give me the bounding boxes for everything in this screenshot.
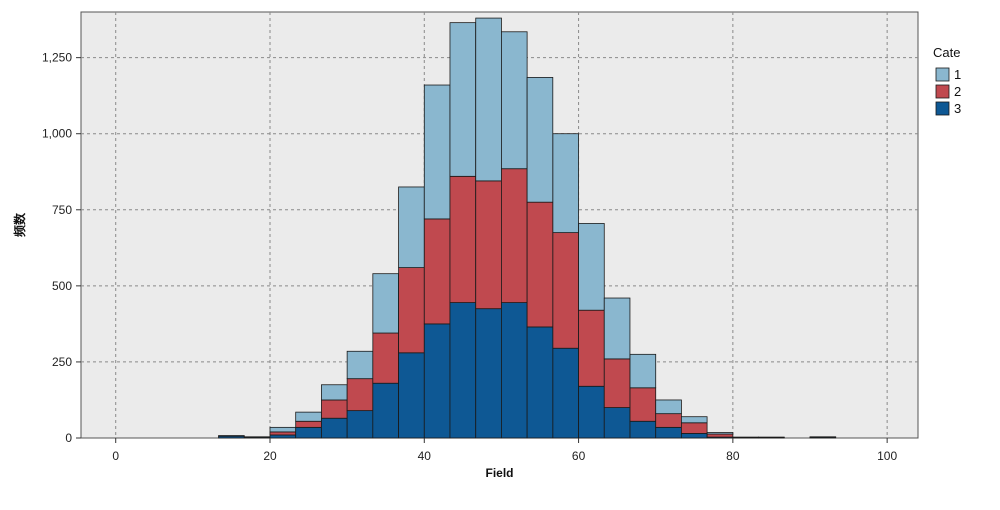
bar-segment-cate-1 (423, 84, 451, 220)
bar-segment-cate-2 (269, 431, 297, 436)
bar-segment-cate-1 (398, 186, 425, 268)
bar-segment-cate-1 (603, 297, 631, 360)
legend-swatch-2 (935, 84, 950, 99)
bar-segment-cate-1 (655, 399, 682, 415)
bar-segment-cate-2 (578, 309, 605, 387)
bar-segment-cate-2 (423, 218, 451, 325)
bar-segment-cate-3 (681, 433, 708, 439)
y-tick-label: 500 (52, 279, 72, 293)
bar-segment-cate-3 (526, 326, 554, 439)
bar-segment-cate-3 (552, 347, 579, 439)
x-tick-label: 60 (572, 449, 586, 463)
bar-segment-cate-2 (321, 399, 348, 419)
bar-segment-cate-2 (629, 387, 657, 422)
bar-segment-cate-2 (706, 433, 734, 438)
bar-segment-cate-3 (629, 420, 657, 439)
x-tick-label: 40 (418, 449, 432, 463)
bar-segment-cate-2 (526, 201, 554, 328)
bar-segment-cate-1 (346, 350, 374, 380)
bar-segment-cate-2 (346, 378, 374, 412)
bar-segment-cate-2 (295, 420, 322, 428)
bar-segment-cate-3 (423, 323, 451, 439)
y-tick-label: 0 (65, 431, 72, 445)
y-tick-label: 1,250 (42, 51, 72, 65)
legend-label-3: 3 (954, 101, 961, 116)
bar-segment-cate-2 (449, 175, 477, 303)
bar-segment-cate-3 (449, 302, 477, 439)
bar-segment-cate-2 (732, 436, 759, 439)
bar-segment-cate-2 (372, 332, 399, 384)
bar-segment-cate-3 (269, 434, 297, 439)
x-tick-label: 20 (263, 449, 277, 463)
bar-segment-cate-1 (552, 133, 579, 234)
bar-segment-cate-1 (526, 77, 554, 203)
bar-segment-cate-3 (346, 410, 374, 439)
bar-segment-cate-1 (449, 22, 477, 177)
legend-swatch-1 (935, 67, 950, 82)
bar-segment-cate-3 (475, 308, 502, 439)
bar-segment-cate-3 (398, 352, 425, 439)
y-axis-title: 频数 (12, 212, 27, 237)
bar-segment-cate-3 (655, 426, 682, 439)
bar-segment-cate-2 (758, 436, 785, 439)
bar-segment-cate-3 (321, 417, 348, 439)
y-tick-label: 750 (52, 203, 72, 217)
bar-segment-cate-2 (681, 422, 708, 434)
bar-segment-cate-2 (809, 436, 837, 438)
bar-segment-cate-2 (243, 436, 271, 438)
x-axis-title: Field (485, 466, 513, 480)
bar-segment-cate-1 (295, 411, 322, 422)
x-tick-label: 100 (877, 449, 897, 463)
legend: Cate 1 2 3 (933, 45, 961, 116)
bars (218, 17, 837, 439)
bar-segment-cate-2 (603, 358, 631, 408)
bar-segment-cate-1 (578, 223, 605, 311)
bar-segment-cate-2 (475, 180, 502, 310)
y-tick-label: 250 (52, 355, 72, 369)
bar-segment-cate-2 (655, 413, 682, 428)
x-tick-label: 80 (726, 449, 740, 463)
bar-segment-cate-1 (475, 17, 502, 182)
bar-segment-cate-2 (218, 435, 245, 437)
bar-segment-cate-1 (269, 426, 297, 433)
y-tick-label: 1,000 (42, 127, 72, 141)
x-tick-label: 0 (112, 449, 119, 463)
bar-segment-cate-1 (681, 416, 708, 424)
bar-segment-cate-1 (372, 273, 399, 334)
bar-segment-cate-1 (321, 384, 348, 401)
bar-segment-cate-3 (501, 302, 528, 439)
legend-title: Cate (933, 45, 960, 60)
bar-segment-cate-1 (706, 432, 734, 435)
bar-segment-cate-3 (295, 426, 322, 439)
bar-segment-cate-1 (629, 353, 657, 389)
legend-swatch-3 (935, 101, 950, 116)
legend-label-1: 1 (954, 67, 961, 82)
bar-segment-cate-1 (501, 31, 528, 170)
axes: 0 250 500 750 1,000 1,250 0 20 40 60 80 100 (42, 51, 898, 463)
bar-segment-cate-3 (603, 407, 631, 439)
bar-segment-cate-2 (552, 232, 579, 349)
bar-segment-cate-2 (501, 168, 528, 303)
bar-segment-cate-3 (372, 382, 399, 439)
legend-label-2: 2 (954, 84, 961, 99)
bar-segment-cate-2 (398, 267, 425, 354)
bar-segment-cate-3 (578, 385, 605, 439)
